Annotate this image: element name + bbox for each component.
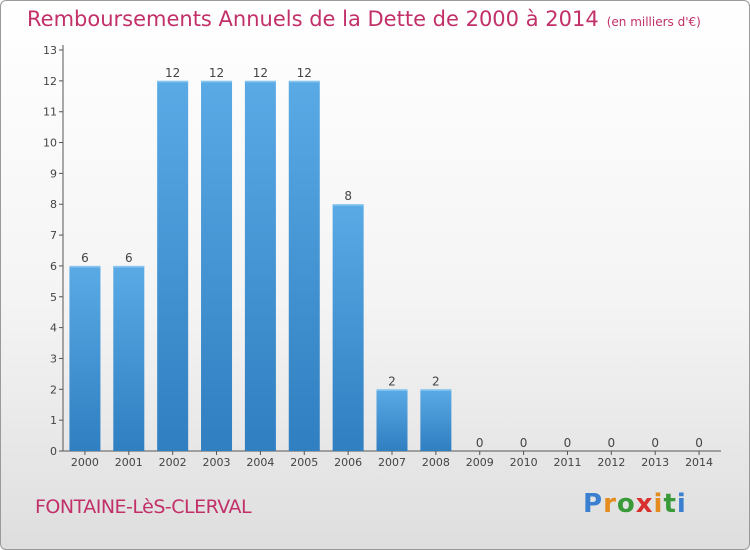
bar-value-label: 8: [344, 189, 352, 203]
logo-letter: o: [616, 489, 636, 519]
bar-highlight: [69, 265, 101, 268]
town-name: FONTAINE-LèS-CLERVAL: [35, 496, 252, 518]
bar: [420, 389, 452, 451]
bar-value-label: 2: [388, 374, 396, 388]
bar-value-label: 2: [432, 374, 440, 388]
bar: [157, 80, 189, 451]
bar-highlight: [420, 389, 452, 391]
bar-highlight: [113, 265, 145, 268]
bar: [113, 265, 145, 451]
bar-highlight: [244, 80, 276, 83]
logo-letter: t: [663, 489, 677, 519]
x-tick-label: 2011: [553, 456, 581, 469]
bar-value-label: 6: [81, 251, 89, 265]
y-tick-label: 8: [50, 198, 57, 211]
x-tick-label: 2003: [203, 456, 231, 469]
y-tick-label: 13: [43, 44, 57, 57]
logo-letter: i: [676, 489, 687, 519]
x-tick-label: 2005: [290, 456, 318, 469]
y-tick-label: 12: [43, 75, 57, 88]
bar-value-label: 0: [651, 436, 659, 450]
y-tick-label: 7: [50, 229, 57, 242]
bar: [201, 80, 233, 451]
x-tick-label: 2014: [685, 456, 713, 469]
bar-value-label: 0: [476, 436, 484, 450]
logo-letter: r: [603, 489, 617, 519]
x-tick-label: 2012: [597, 456, 625, 469]
y-tick-label: 10: [43, 137, 57, 150]
bar: [376, 389, 408, 451]
bar: [332, 204, 364, 451]
x-tick-label: 2004: [246, 456, 274, 469]
chart-title: Remboursements Annuels de la Dette de 20…: [27, 7, 701, 31]
y-tick-label: 6: [50, 260, 57, 273]
bar-value-label: 6: [125, 251, 133, 265]
x-tick-label: 2013: [641, 456, 669, 469]
y-tick-label: 9: [50, 167, 57, 180]
bar-highlight: [157, 80, 189, 83]
chart-title-text: Remboursements Annuels de la Dette de 20…: [27, 7, 599, 31]
proxiti-logo[interactable]: Proxiti: [583, 489, 687, 519]
bar-highlight: [332, 204, 364, 206]
y-tick-label: 4: [50, 322, 57, 335]
bar-value-label: 0: [608, 436, 616, 450]
y-tick-label: 2: [50, 383, 57, 396]
logo-letter: x: [635, 489, 654, 519]
bar-value-label: 12: [165, 66, 180, 80]
y-tick-label: 1: [50, 414, 57, 427]
chart-subtitle: (en milliers d'€): [606, 15, 701, 29]
bar-highlight: [201, 80, 233, 83]
x-tick-label: 2002: [159, 456, 187, 469]
bar: [288, 80, 320, 451]
x-tick-label: 2008: [422, 456, 450, 469]
logo-letter: P: [583, 489, 604, 519]
bar-value-label: 0: [520, 436, 528, 450]
bar-value-label: 12: [209, 66, 224, 80]
bar-value-label: 12: [297, 66, 312, 80]
bar-highlight: [376, 389, 408, 391]
x-tick-label: 2007: [378, 456, 406, 469]
x-tick-label: 2006: [334, 456, 362, 469]
y-tick-label: 3: [50, 352, 57, 365]
x-tick-label: 2010: [510, 456, 538, 469]
bar: [244, 80, 276, 451]
y-tick-label: 11: [43, 106, 57, 119]
y-tick-label: 5: [50, 291, 57, 304]
bar-value-label: 0: [695, 436, 703, 450]
bar: [69, 265, 101, 451]
bar-value-label: 0: [564, 436, 572, 450]
logo-letter: i: [653, 489, 664, 519]
x-tick-label: 2000: [71, 456, 99, 469]
x-tick-label: 2009: [466, 456, 494, 469]
x-tick-label: 2001: [115, 456, 143, 469]
bar-value-label: 12: [253, 66, 268, 80]
bar-highlight: [288, 80, 320, 83]
y-tick-label: 0: [50, 445, 57, 458]
